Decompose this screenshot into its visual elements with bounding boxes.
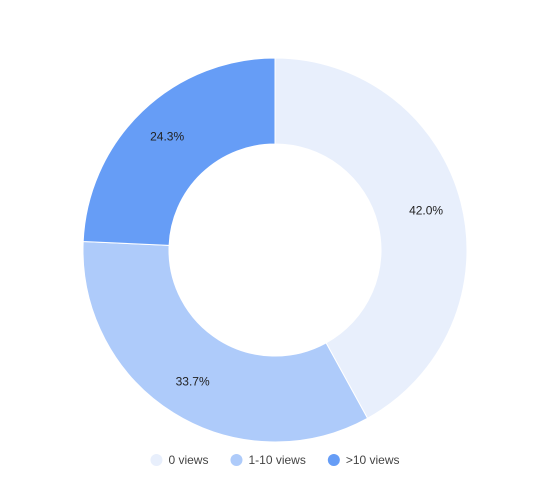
donut-slice [82, 57, 276, 246]
legend-marker[interactable] [150, 454, 163, 466]
legend-label[interactable]: >10 views [346, 453, 400, 467]
legend-marker[interactable] [327, 454, 340, 466]
slice-label: 24.3% [150, 129, 184, 143]
legend-label[interactable]: 0 views [168, 453, 208, 467]
donut-slice [82, 241, 369, 443]
donut-slice [274, 57, 468, 419]
legend-label[interactable]: 1-10 views [248, 453, 305, 467]
slice-label: 33.7% [176, 375, 210, 389]
legend-marker[interactable] [230, 454, 243, 466]
slice-label: 42.0% [409, 203, 443, 217]
